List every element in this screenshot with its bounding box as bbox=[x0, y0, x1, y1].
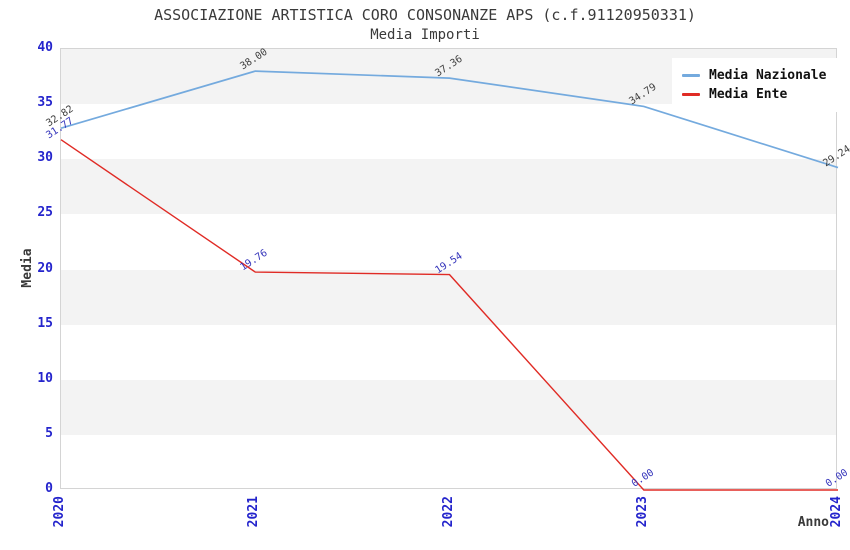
legend-item-media-ente: Media Ente bbox=[682, 85, 826, 104]
y-tick-label: 30 bbox=[37, 150, 53, 166]
grid-band bbox=[61, 269, 836, 325]
y-tick-label: 40 bbox=[37, 40, 53, 55]
x-axis-title: Anno bbox=[797, 515, 829, 530]
chart-title: ASSOCIAZIONE ARTISTICA CORO CONSONANZE A… bbox=[154, 6, 696, 24]
grid-band bbox=[61, 379, 836, 435]
y-tick-label: 25 bbox=[37, 205, 53, 221]
x-tick-label: 2023 bbox=[634, 496, 650, 528]
x-tick-label: 2022 bbox=[440, 496, 456, 528]
y-tick-label: 0 bbox=[45, 481, 53, 496]
legend-label: Media Ente bbox=[709, 87, 788, 102]
y-tick-label: 20 bbox=[37, 260, 53, 276]
legend-label: Media Nazionale bbox=[709, 68, 827, 83]
legend-item-media-nazionale: Media Nazionale bbox=[682, 66, 826, 85]
y-tick-label: 35 bbox=[37, 95, 53, 111]
y-tick-label: 15 bbox=[37, 315, 53, 331]
legend-swatch-media-nazionale-icon bbox=[682, 74, 700, 77]
y-axis-title: Media bbox=[20, 248, 35, 288]
x-tick-label: 2020 bbox=[52, 496, 67, 528]
y-tick-label: 10 bbox=[37, 370, 53, 386]
chart-subtitle: Media Importi bbox=[370, 27, 480, 43]
legend: Media Nazionale Media Ente bbox=[672, 58, 839, 112]
series-line-media-ente bbox=[60, 139, 838, 491]
x-tick-label: 2024 bbox=[829, 496, 844, 528]
y-tick-label: 5 bbox=[45, 425, 53, 441]
x-tick-label: 2021 bbox=[246, 496, 262, 528]
grid-band bbox=[61, 159, 836, 215]
legend-swatch-media-ente-icon bbox=[682, 93, 700, 96]
series-line-media-nazionale bbox=[60, 70, 839, 169]
series-lines bbox=[60, 70, 839, 491]
plot-area bbox=[60, 48, 839, 491]
